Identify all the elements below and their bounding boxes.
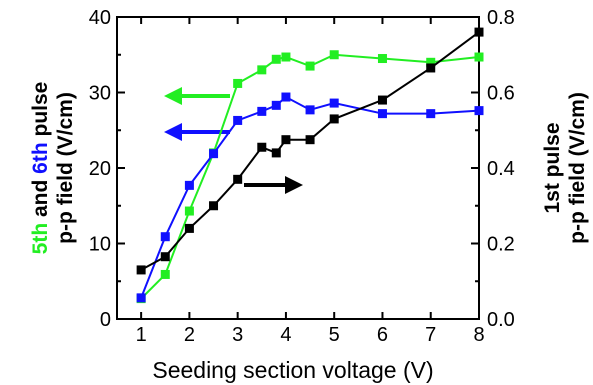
series-0-point bbox=[281, 52, 291, 62]
series-1-point bbox=[281, 92, 291, 102]
right-y-tick-label: 0.4 bbox=[487, 158, 515, 180]
series-line-0 bbox=[140, 53, 480, 300]
left-y-tick-label: 0 bbox=[100, 309, 111, 331]
series-2-point bbox=[184, 223, 194, 233]
series-1-point bbox=[160, 232, 170, 242]
svg-text:1st pulse: 1st pulse bbox=[541, 122, 564, 213]
x-tick-label: 6 bbox=[377, 324, 388, 346]
svg-text:p-p field (V/cm): p-p field (V/cm) bbox=[54, 92, 77, 244]
series-1-point bbox=[271, 100, 281, 110]
right-y-tick-label: 0.0 bbox=[487, 309, 515, 331]
right-y-axis-label: 1st pulse bbox=[541, 122, 564, 213]
left-y-axis-label-part: and bbox=[29, 174, 52, 223]
right-y-tick-label: 0.6 bbox=[487, 83, 515, 105]
series-1-point bbox=[233, 115, 243, 125]
series-0-point bbox=[271, 54, 281, 64]
series-2-point bbox=[209, 201, 219, 211]
series-0-point bbox=[305, 61, 315, 71]
x-tick-label: 8 bbox=[473, 324, 484, 346]
series-line-1 bbox=[140, 95, 480, 299]
left-y-tick-label: 10 bbox=[89, 234, 111, 256]
series-1-point bbox=[184, 180, 194, 190]
left-y-axis-label-part: 5th bbox=[29, 223, 52, 255]
arrow-black-right bbox=[244, 176, 303, 194]
series-0-point bbox=[474, 52, 484, 62]
series-0-point bbox=[377, 54, 387, 64]
right-y-tick-label: 0.8 bbox=[487, 7, 515, 29]
series-2-point bbox=[136, 265, 146, 275]
series-2-point bbox=[257, 142, 267, 152]
x-tick-label: 1 bbox=[136, 324, 147, 346]
series-1-point bbox=[426, 109, 436, 119]
series-0-point bbox=[329, 50, 339, 60]
series-1-point bbox=[329, 98, 339, 108]
series-2-point bbox=[281, 135, 291, 145]
x-tick-label: 5 bbox=[329, 324, 340, 346]
series-0-point bbox=[426, 57, 436, 67]
series-2-point bbox=[377, 95, 387, 105]
series-0-point bbox=[257, 65, 267, 75]
series-2-point bbox=[233, 174, 243, 184]
svg-text:p-p field (V/cm): p-p field (V/cm) bbox=[566, 92, 589, 244]
series-2-point bbox=[426, 63, 436, 73]
left-y-tick-label: 30 bbox=[89, 83, 111, 105]
series-2-point bbox=[271, 148, 281, 158]
left-y-axis-label: 5th and 6th pulse bbox=[29, 82, 52, 255]
series-2-point bbox=[305, 135, 315, 145]
arrow-green-left bbox=[164, 87, 230, 105]
series-0-point bbox=[184, 206, 194, 216]
left-y-tick-label: 20 bbox=[89, 158, 111, 180]
x-axis-label: Seeding section voltage (V) bbox=[152, 357, 433, 383]
series-0-point bbox=[160, 269, 170, 279]
left-y-axis-label-part: pulse bbox=[29, 82, 52, 143]
right-y-axis-label-line2: p-p field (V/cm) bbox=[566, 92, 589, 244]
svg-text:5th and 6th pulse: 5th and 6th pulse bbox=[29, 82, 52, 255]
left-y-axis-label-part: 6th bbox=[29, 142, 52, 174]
x-tick-label: 4 bbox=[280, 324, 291, 346]
series-1-point bbox=[305, 105, 315, 115]
right-y-tick-label: 0.2 bbox=[487, 234, 515, 256]
series-1-point bbox=[136, 293, 146, 303]
series-0-point bbox=[233, 78, 243, 88]
left-y-axis-label-line2: p-p field (V/cm) bbox=[54, 92, 77, 244]
series-2-point bbox=[329, 114, 339, 124]
series-2-point bbox=[160, 252, 170, 262]
series-1-point bbox=[209, 149, 219, 159]
x-tick-label: 3 bbox=[232, 324, 243, 346]
series-1-point bbox=[474, 106, 484, 116]
left-y-tick-label: 40 bbox=[89, 7, 111, 29]
x-tick-label: 2 bbox=[184, 324, 195, 346]
series-2-point bbox=[474, 27, 484, 37]
series-1-point bbox=[257, 106, 267, 116]
x-tick-label: 7 bbox=[425, 324, 436, 346]
series-1-point bbox=[377, 109, 387, 119]
